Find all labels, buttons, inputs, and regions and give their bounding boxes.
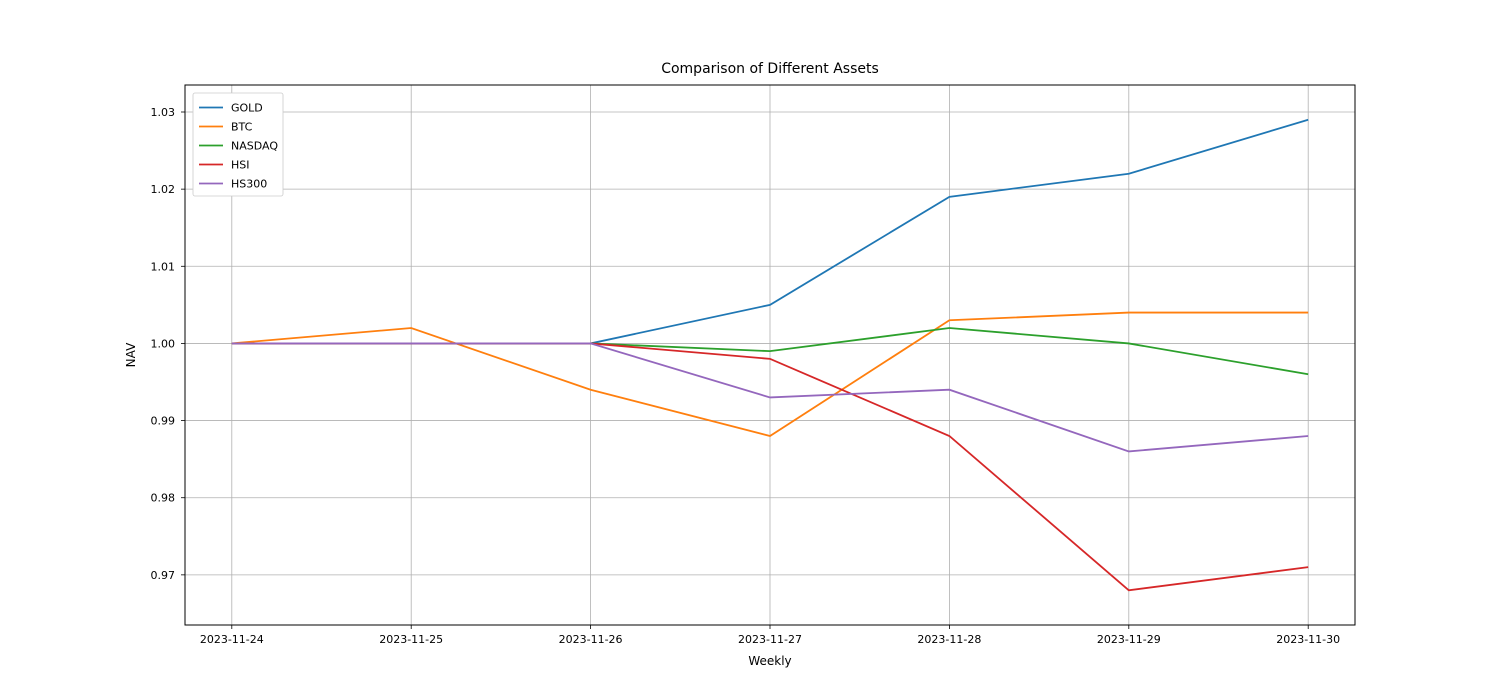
y-tick-label: 0.98 <box>151 492 176 505</box>
y-axis-label: NAV <box>124 342 138 367</box>
chart-title: Comparison of Different Assets <box>661 61 879 77</box>
chart-container: 0.97 0.98 0.99 1.00 1.01 1.02 1.03 2023-11-24 20… <box>0 0 1500 700</box>
y-tick-label: 1.02 <box>151 183 176 196</box>
legend-label: BTC <box>231 121 253 134</box>
legend: GOLD BTC NASDAQ HSI HS300 <box>193 93 283 196</box>
x-tick-label: 2023-11-27 <box>738 633 802 646</box>
legend-label: HS300 <box>231 178 267 191</box>
x-tick-label: 2023-11-29 <box>1097 633 1161 646</box>
line-chart: 0.97 0.98 0.99 1.00 1.01 1.02 1.03 2023-11-24 20… <box>0 0 1500 700</box>
y-tick-label: 0.99 <box>151 415 176 428</box>
x-tick-label: 2023-11-26 <box>559 633 623 646</box>
x-tick-label: 2023-11-28 <box>917 633 981 646</box>
x-tick-label: 2023-11-25 <box>379 633 443 646</box>
legend-label: HSI <box>231 159 250 172</box>
y-tick-label: 0.97 <box>151 569 176 582</box>
x-axis-label: Weekly <box>748 654 791 668</box>
y-tick-label: 1.03 <box>151 106 176 119</box>
x-tick-label: 2023-11-24 <box>200 633 264 646</box>
legend-label: NASDAQ <box>231 140 278 153</box>
x-tick-label: 2023-11-30 <box>1276 633 1340 646</box>
y-tick-label: 1.01 <box>151 260 176 273</box>
y-tick-label: 1.00 <box>151 337 176 350</box>
legend-label: GOLD <box>231 102 263 115</box>
